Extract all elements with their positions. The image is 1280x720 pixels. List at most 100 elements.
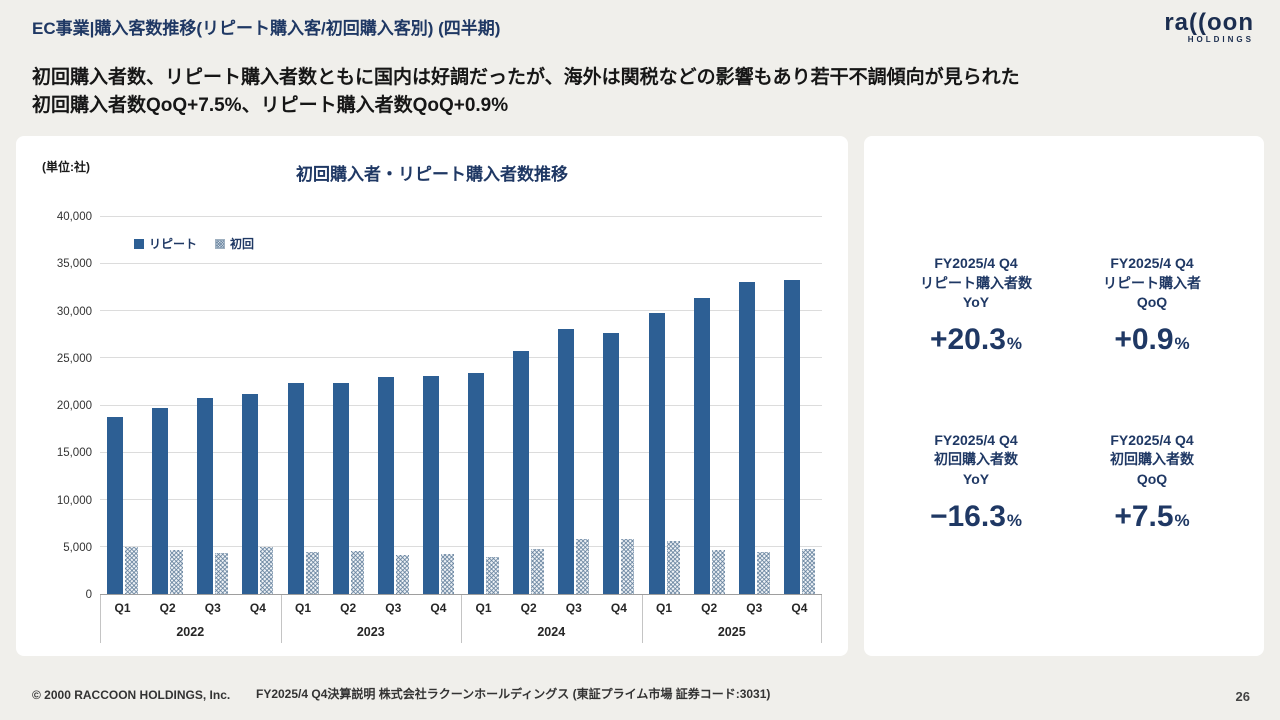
stat-basis: YoY (962, 294, 990, 311)
year-label: 2024 (537, 625, 566, 639)
bar-first (350, 550, 364, 594)
unit-label: (単位:社) (42, 160, 90, 174)
year-separator (280, 595, 282, 643)
bar-repeat (107, 416, 124, 594)
year-label: 2022 (176, 625, 205, 639)
quarter-label: Q1 (475, 601, 492, 615)
quarter-label: Q1 (656, 601, 673, 615)
bar-repeat (242, 394, 259, 594)
quarter-label: Q3 (746, 601, 763, 615)
year-separator (100, 595, 101, 643)
bar-repeat (152, 408, 169, 594)
y-tick-label: 15,000 (56, 447, 92, 460)
stat-number: +7.5 (1114, 499, 1174, 533)
subtitle-line-1: 初回購入者数、リピート購入者数ともに国内は好調だったが、海外は関税などの影響もあ… (32, 67, 1020, 88)
y-tick-label: 5,000 (63, 541, 92, 554)
page-number: 26 (1235, 689, 1250, 704)
stat-basis: QoQ (1136, 294, 1168, 311)
year-label: 2025 (717, 625, 746, 639)
y-tick-label: 25,000 (56, 352, 92, 365)
quarter-label: Q1 (295, 601, 312, 615)
bar-first (621, 539, 635, 594)
stat-period: FY2025/4 Q4 (934, 255, 1018, 271)
gridline (100, 216, 822, 217)
stat-value: +20.3% (920, 323, 1032, 357)
bar-group (416, 217, 461, 594)
bar-first (170, 549, 184, 594)
stat-value: +7.5% (1110, 500, 1194, 534)
bar-first (260, 546, 274, 594)
quarter-label: Q4 (430, 601, 447, 615)
bar-group (551, 217, 596, 594)
y-tick-label: 35,000 (56, 258, 92, 271)
bar-group (687, 217, 732, 594)
bar-first (125, 546, 139, 594)
bar-group (596, 217, 641, 594)
chart-card: (単位:社) 初回購入者・リピート購入者数推移 0 5,000 10,000 15,0… (16, 136, 848, 656)
bar-repeat (603, 332, 620, 594)
quarter-label: Q3 (385, 601, 402, 615)
footer-copyright: © 2000 RACCOON HOLDINGS, Inc. (32, 688, 231, 702)
y-tick-label: 10,000 (56, 494, 92, 507)
bar-group (506, 217, 551, 594)
stat-repeat-yoy: FY2025/4 Q4 リピート購入者数 YoY +20.3% (920, 254, 1032, 357)
chart-area: 0 5,000 10,000 15,000 20,000 25,000 30,000 35,0… (34, 211, 822, 643)
chart-title: 初回購入者・リピート購入者数推移 (296, 165, 568, 184)
legend-item-repeat: リピート (134, 235, 197, 252)
bars-row (100, 217, 822, 594)
stat-repeat-qoq: FY2025/4 Q4 リピート購入者 QoQ +0.9% (1103, 254, 1201, 357)
stat-metric: リピート購入者 (1103, 274, 1201, 291)
bar-first (801, 548, 815, 594)
bar-first (440, 554, 454, 594)
stat-period: FY2025/4 Q4 (1110, 431, 1194, 448)
gridline (100, 545, 822, 547)
bar-group (326, 217, 371, 594)
bar-first (215, 552, 229, 594)
y-tick-label: 0 (85, 589, 92, 601)
bar-first (756, 551, 770, 594)
quarter-label: Q3 (204, 601, 221, 615)
gridline (100, 310, 822, 312)
logo: ra((oon HOLDINGS (1164, 9, 1254, 44)
bar-repeat (693, 298, 710, 594)
bar-repeat (287, 382, 304, 594)
y-tick-label: 20,000 (56, 400, 92, 412)
stat-unit: % (1174, 510, 1190, 530)
stat-number: −16.3 (929, 499, 1006, 533)
gridline (100, 498, 822, 500)
stats-grid: FY2025/4 Q4 リピート購入者数 YoY +20.3% FY2025/4… (864, 136, 1264, 534)
x-axis: Q1 Q2 Q3 Q4 Q1 Q2 Q3 Q4 Q1 Q2 Q3 Q4 Q1 Q2 Q3 Q4 2022 202… (100, 595, 822, 643)
bar-repeat (513, 350, 530, 594)
stat-value: −16.3% (930, 500, 1022, 534)
year-separator (641, 595, 643, 643)
bar-group (371, 217, 416, 594)
bar-repeat (738, 282, 755, 594)
bar-group (461, 217, 506, 594)
gridline (100, 404, 822, 406)
chart-legend: リピート 初回 (134, 235, 254, 252)
quarter-label: Q4 (249, 601, 266, 615)
quarter-label: Q1 (114, 601, 131, 615)
stat-number: +20.3 (929, 322, 1006, 356)
bar-first (395, 555, 409, 594)
stat-first-yoy: FY2025/4 Q4 初回購入者数 YoY −16.3% (930, 431, 1022, 534)
legend-swatch-first-icon (215, 238, 226, 249)
bar-group (100, 217, 145, 594)
bar-group (777, 217, 822, 594)
year-separator (821, 595, 822, 643)
y-tick-label: 30,000 (56, 305, 92, 318)
bar-group (235, 217, 280, 594)
stat-period: FY2025/4 Q4 (934, 431, 1018, 448)
stat-unit: % (1174, 333, 1190, 353)
bar-group (642, 217, 687, 594)
plot-column: リピート 初回 Q1 Q2 Q3 Q4 Q1 Q2 Q3 Q4 Q1 Q2 Q3 Q4 Q1 Q2 Q3 Q4… (100, 216, 822, 643)
stat-basis: QoQ (1136, 470, 1168, 487)
quarter-label: Q4 (610, 601, 627, 615)
bar-repeat (377, 377, 394, 594)
stat-first-qoq: FY2025/4 Q4 初回購入者数 QoQ +7.5% (1110, 431, 1194, 534)
bar-group (145, 217, 190, 594)
gridline (100, 451, 822, 453)
year-separator (461, 595, 462, 643)
stat-value: +0.9% (1103, 323, 1201, 357)
